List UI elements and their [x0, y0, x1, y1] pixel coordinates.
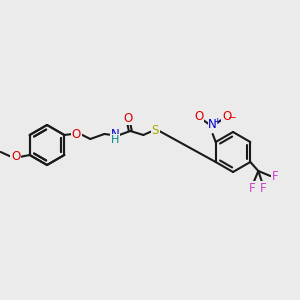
Text: N: N	[208, 118, 217, 131]
Text: O: O	[194, 110, 203, 124]
Text: N: N	[111, 128, 120, 142]
Text: O: O	[124, 112, 133, 124]
Text: O: O	[72, 128, 81, 140]
Text: S: S	[152, 124, 159, 137]
Text: +: +	[213, 118, 220, 127]
Text: H: H	[111, 135, 119, 145]
Text: F: F	[249, 182, 256, 194]
Text: F: F	[272, 169, 279, 182]
Text: O: O	[11, 151, 20, 164]
Text: F: F	[260, 182, 267, 194]
Text: −: −	[228, 113, 237, 123]
Text: O: O	[222, 110, 231, 124]
